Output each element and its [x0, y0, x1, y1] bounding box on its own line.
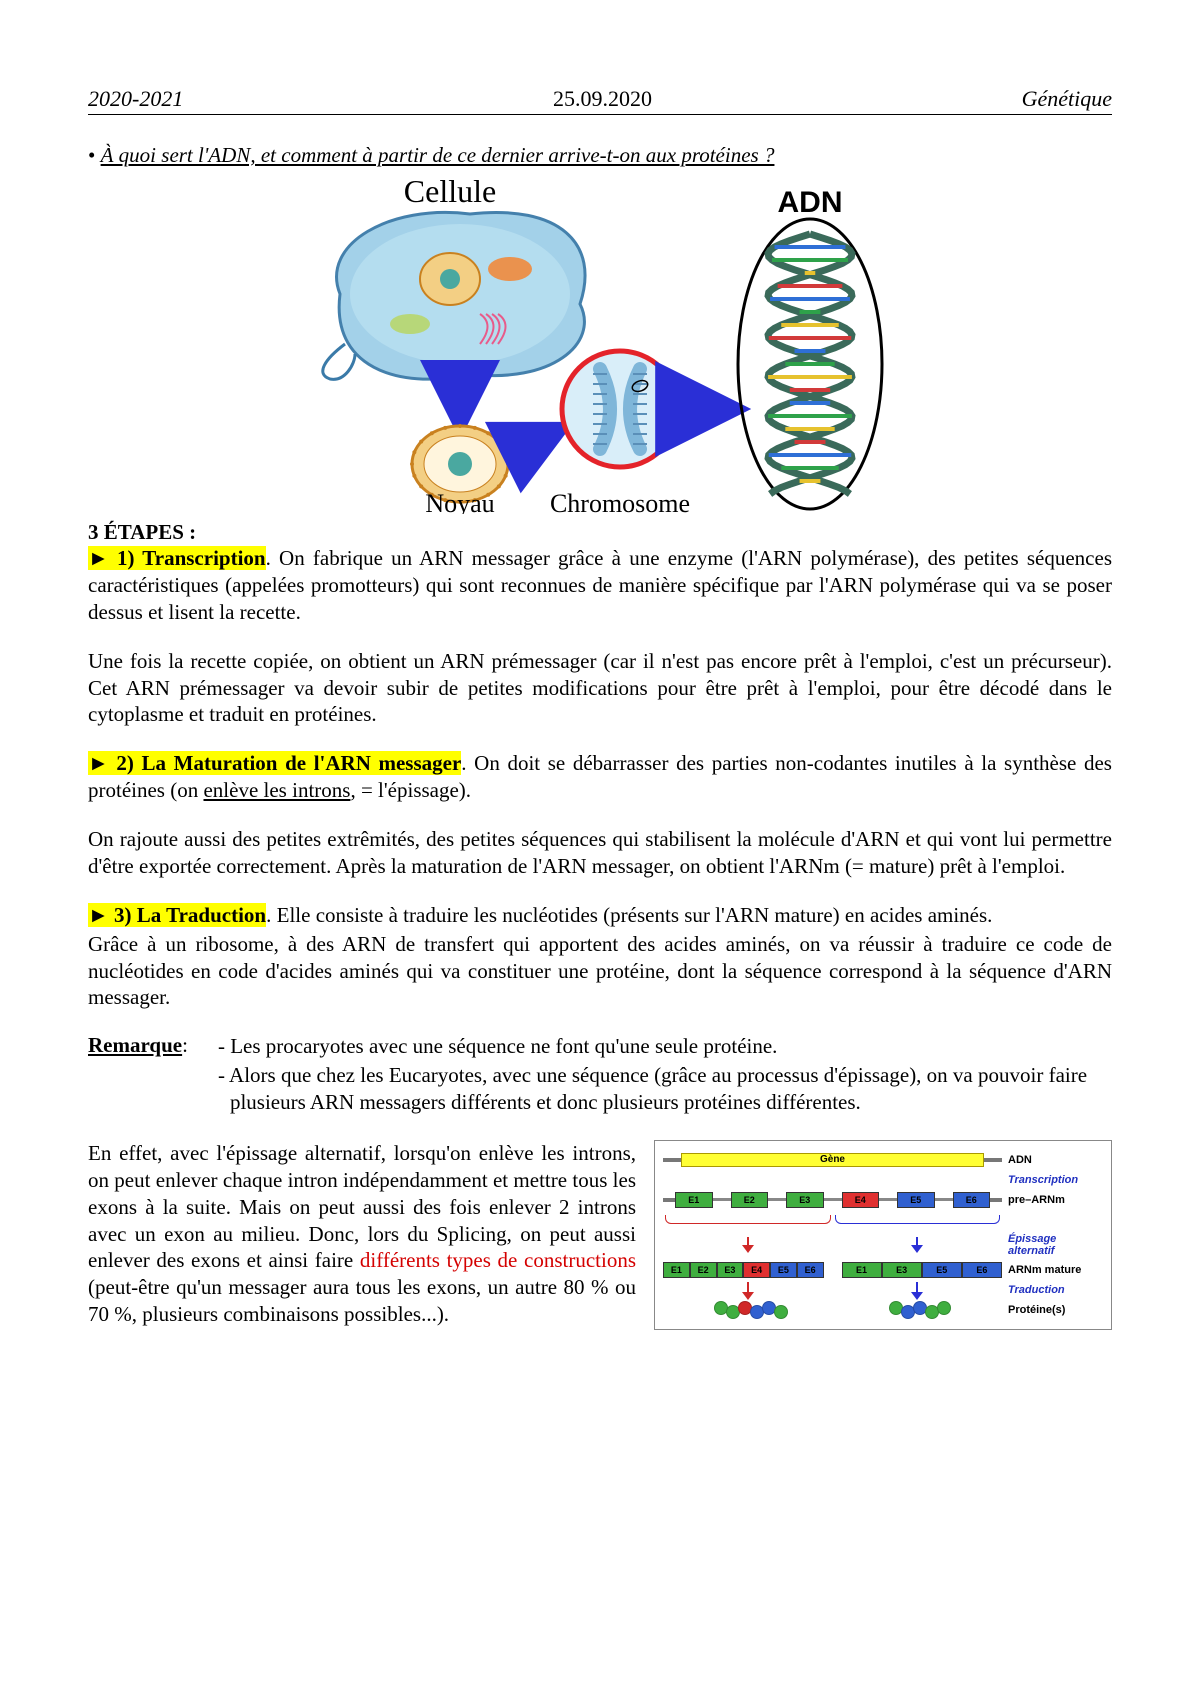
remarque-item-2: - Alors que chez les Eucaryotes, avec un…	[218, 1062, 1112, 1116]
splicing-paragraph: En effet, avec l'épissage alternatif, lo…	[88, 1140, 636, 1328]
step2-marker: ► 2) La Maturation de l'ARN messager	[88, 751, 461, 775]
step2-para: ► 2) La Maturation de l'ARN messager. On…	[88, 750, 1112, 804]
header-left: 2020-2021	[88, 86, 183, 112]
step3-para2: Grâce à un ribosome, à des ARN de transf…	[88, 931, 1112, 1012]
last-red: différents types de constructions	[360, 1248, 636, 1272]
step2-underlined: enlève les introns	[203, 778, 350, 802]
body-text: ► 1) Transcription. On fabrique un ARN m…	[88, 545, 1112, 1011]
step1-para: ► 1) Transcription. On fabrique un ARN m…	[88, 545, 1112, 626]
remarque-block: Remarque: - Les procaryotes avec une séq…	[88, 1033, 1112, 1118]
svg-text:Cellule: Cellule	[404, 174, 496, 209]
remarque-colon: :	[182, 1033, 188, 1057]
cell-to-dna-figure: Cellule Noyau Chromosome ADN	[88, 174, 1112, 514]
splicing-diagram: GèneADNTranscriptionE1E2E3E4E5E6pre–ARNm…	[654, 1140, 1112, 1330]
remarque-item-1: - Les procaryotes avec une séquence ne f…	[218, 1033, 1112, 1060]
step1-marker: ► 1) Transcription	[88, 546, 266, 570]
step1-para2: Une fois la recette copiée, on obtient u…	[88, 648, 1112, 729]
step3-para: ► 3) La Traduction. Elle consiste à trad…	[88, 902, 1112, 929]
step2-text-after: , = l'épissage).	[350, 778, 471, 802]
step3-text-a: . Elle consiste à traduire les nucléotid…	[266, 903, 992, 927]
header-subject: Génétique	[1022, 86, 1112, 112]
bullet: •	[88, 143, 95, 167]
page-header: 2020-2021 25.09.2020 Génétique	[88, 86, 1112, 115]
remarque-label: Remarque	[88, 1033, 182, 1057]
last-after: (peut-être qu'un messager aura tous les …	[88, 1275, 636, 1326]
step2-para2: On rajoute aussi des petites extrêmités,…	[88, 826, 1112, 880]
step3-marker: ► 3) La Traduction	[88, 903, 266, 927]
svg-text:ADN: ADN	[778, 186, 843, 219]
remarque-list: - Les procaryotes avec une séquence ne f…	[218, 1033, 1112, 1118]
svg-text:Chromosome: Chromosome	[550, 489, 690, 514]
question-line: • À quoi sert l'ADN, et comment à partir…	[88, 143, 1112, 168]
question-text: À quoi sert l'ADN, et comment à partir d…	[101, 143, 775, 167]
steps-heading: 3 ÉTAPES :	[88, 520, 1112, 545]
svg-text:Noyau: Noyau	[425, 489, 494, 514]
header-date: 25.09.2020	[183, 86, 1021, 112]
